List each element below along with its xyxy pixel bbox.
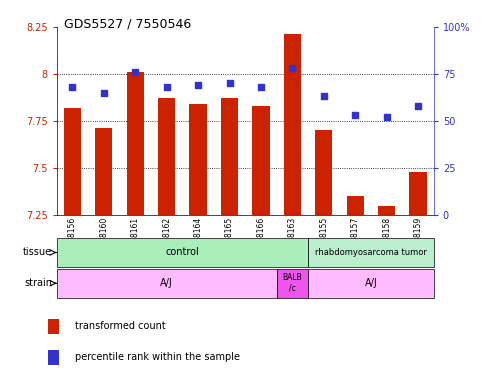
Bar: [48, 350, 59, 365]
Bar: [284, 35, 301, 215]
Bar: [252, 106, 270, 215]
Bar: [315, 130, 332, 215]
Point: [100, 90, 108, 96]
Text: strain: strain: [24, 278, 52, 288]
Point: [163, 84, 171, 90]
Bar: [308, 269, 434, 298]
Point: [352, 112, 359, 118]
Bar: [189, 104, 207, 215]
Point: [383, 114, 390, 120]
Bar: [378, 206, 395, 215]
Point: [414, 103, 422, 109]
Bar: [221, 98, 238, 215]
Bar: [57, 269, 277, 298]
Point: [288, 65, 296, 71]
Point: [257, 84, 265, 90]
Bar: [308, 238, 434, 267]
Point: [131, 69, 139, 75]
Text: A/J: A/J: [160, 278, 173, 288]
Text: BALB
/c: BALB /c: [282, 273, 302, 293]
Point: [194, 82, 202, 88]
Text: rhabdomyosarcoma tumor: rhabdomyosarcoma tumor: [315, 248, 427, 257]
Bar: [277, 269, 308, 298]
Point: [320, 93, 328, 99]
Bar: [127, 72, 144, 215]
Point: [226, 80, 234, 86]
Text: percentile rank within the sample: percentile rank within the sample: [75, 352, 240, 362]
Bar: [158, 98, 176, 215]
Point: [69, 84, 76, 90]
Text: control: control: [166, 247, 199, 258]
Bar: [95, 129, 112, 215]
Bar: [57, 238, 308, 267]
Text: transformed count: transformed count: [75, 321, 166, 331]
Bar: [347, 196, 364, 215]
Text: tissue: tissue: [23, 247, 52, 258]
Bar: [64, 108, 81, 215]
Text: A/J: A/J: [365, 278, 377, 288]
Bar: [48, 319, 59, 334]
Bar: [410, 172, 427, 215]
Text: GDS5527 / 7550546: GDS5527 / 7550546: [64, 17, 191, 30]
